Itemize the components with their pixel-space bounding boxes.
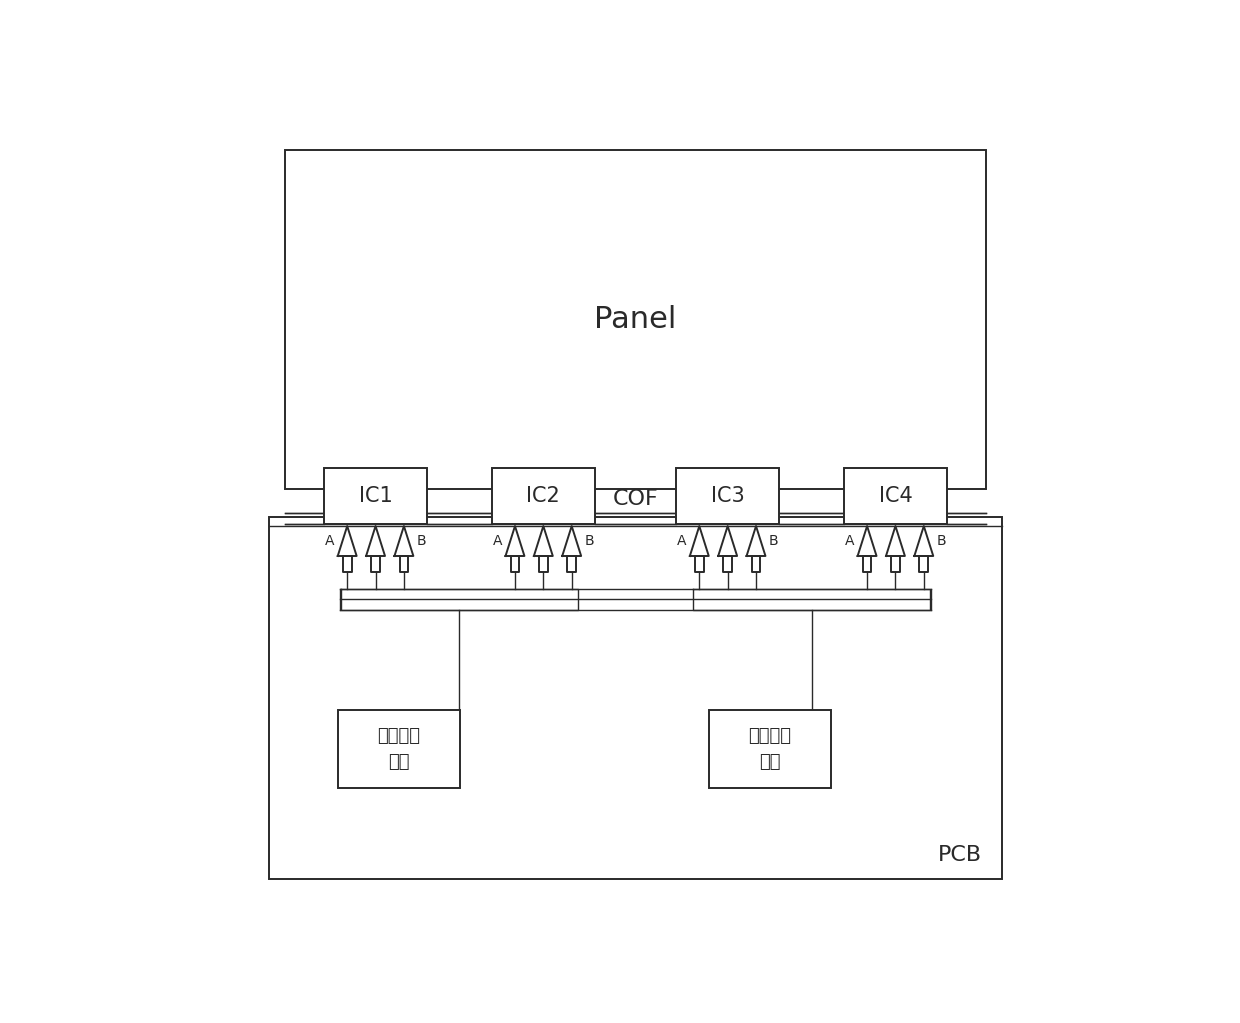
- Text: 电源管理
电路: 电源管理 电路: [748, 726, 791, 771]
- Text: IC2: IC2: [527, 486, 560, 506]
- Text: A: A: [494, 534, 502, 548]
- Bar: [709, 710, 831, 789]
- Bar: [844, 468, 946, 525]
- Text: B: B: [417, 534, 427, 548]
- Text: IC1: IC1: [358, 486, 392, 506]
- Text: A: A: [844, 534, 854, 548]
- Text: A: A: [325, 534, 335, 548]
- Text: PCB: PCB: [937, 845, 982, 864]
- Text: IC3: IC3: [711, 486, 744, 506]
- Bar: [677, 468, 779, 525]
- Text: B: B: [584, 534, 594, 548]
- Text: Panel: Panel: [594, 305, 677, 335]
- Text: IC4: IC4: [879, 486, 913, 506]
- Text: 时序控制
电路: 时序控制 电路: [377, 726, 420, 771]
- Bar: [325, 468, 427, 525]
- Text: COF: COF: [613, 489, 658, 509]
- Bar: [492, 468, 594, 525]
- Text: A: A: [677, 534, 687, 548]
- Text: B: B: [769, 534, 779, 548]
- Bar: [337, 710, 460, 789]
- Bar: [269, 517, 1002, 879]
- Text: B: B: [936, 534, 946, 548]
- Bar: [285, 150, 986, 489]
